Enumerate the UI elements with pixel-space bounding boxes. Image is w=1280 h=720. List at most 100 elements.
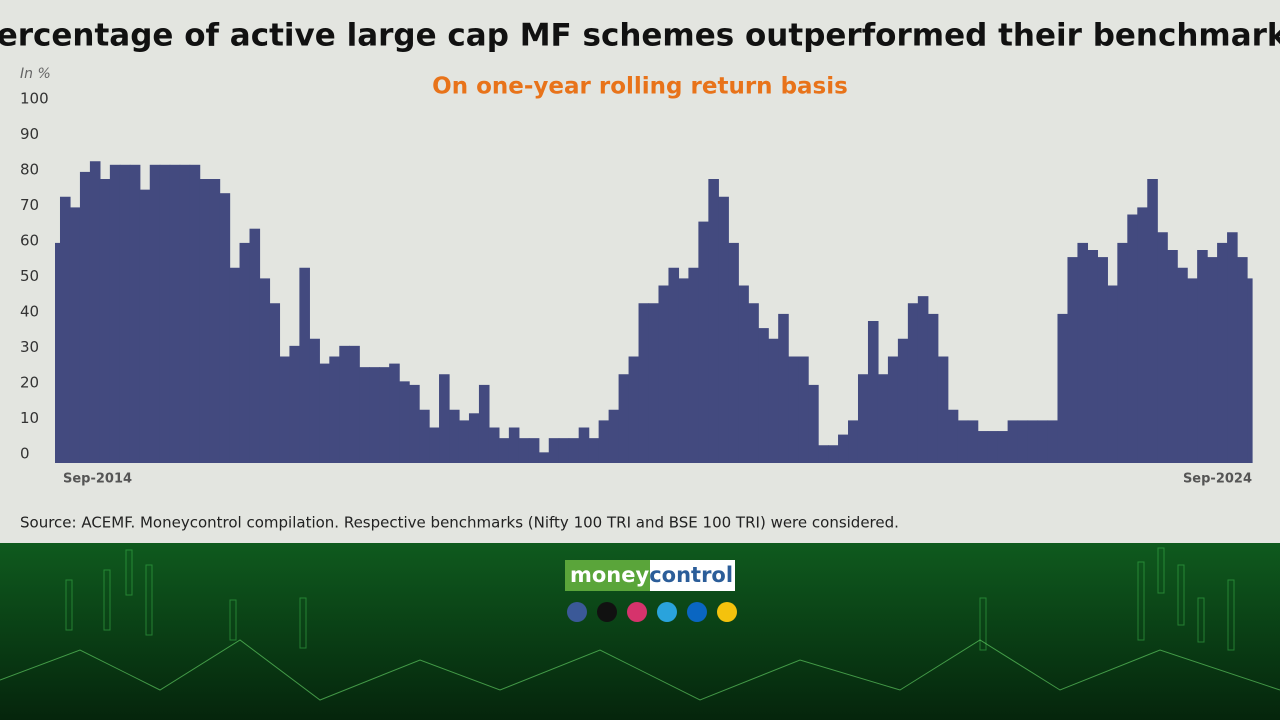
area-segment	[429, 427, 440, 463]
y-tick-label: 60	[20, 232, 39, 250]
area-segment	[658, 285, 670, 463]
area-segment	[518, 438, 530, 463]
area-segment	[488, 427, 500, 463]
y-tick-label: 70	[20, 196, 39, 214]
area-segment	[1097, 257, 1108, 463]
area-segment	[1007, 420, 1019, 463]
area-segment	[957, 420, 969, 463]
area-segment	[678, 278, 690, 463]
area-segment	[738, 285, 749, 463]
area-segment	[778, 313, 789, 463]
area-segment	[1187, 278, 1198, 463]
area-segment	[788, 356, 799, 463]
area-segment	[1247, 278, 1253, 463]
area-segment	[59, 196, 71, 463]
area-segment	[668, 267, 680, 463]
x-tick-label: Sep-2014	[63, 472, 132, 487]
y-tick-label: 90	[20, 125, 39, 143]
area-segment	[409, 384, 420, 463]
area-segment	[478, 384, 490, 463]
icon	[717, 602, 737, 622]
area-segment	[1217, 242, 1228, 463]
area-segment	[139, 189, 151, 463]
area-segment	[1067, 257, 1079, 463]
area-segment	[1117, 242, 1128, 463]
area-segment	[1147, 179, 1158, 463]
area-segment	[698, 221, 709, 463]
area-segment	[69, 207, 81, 463]
y-tick-label: 50	[20, 267, 39, 285]
area-segment	[79, 171, 91, 463]
area-segment	[578, 427, 590, 463]
chart-title: Percentage of active large cap MF scheme…	[0, 18, 1280, 54]
y-tick-label: 0	[20, 445, 30, 463]
icon	[567, 602, 587, 622]
area-segment	[1077, 242, 1089, 463]
area-segment	[439, 374, 450, 463]
area-segment	[259, 278, 271, 463]
area-segment	[688, 267, 699, 463]
area-segment	[867, 321, 879, 463]
y-tick-label: 100	[20, 90, 49, 108]
area-segment	[119, 164, 131, 464]
area-segment	[289, 345, 300, 463]
logo-right	[650, 560, 735, 591]
area-segment	[877, 374, 889, 463]
area-segment	[1197, 250, 1208, 463]
area-segment	[369, 367, 380, 463]
area-segment	[857, 374, 869, 463]
area-segment	[468, 413, 480, 463]
area-segment	[628, 356, 640, 463]
area-segment	[159, 164, 171, 464]
area-segment	[937, 356, 949, 463]
area-segment	[1047, 420, 1059, 463]
area-segment	[309, 338, 320, 463]
social-icons	[567, 602, 737, 622]
area-segment	[638, 303, 650, 463]
area-segment	[1057, 313, 1069, 463]
area-segment	[1107, 285, 1118, 463]
area-segment	[329, 356, 340, 463]
icon	[657, 602, 677, 622]
area-segment	[977, 431, 989, 463]
area-segment	[608, 409, 620, 463]
area-segment	[279, 356, 291, 463]
chart-subtitle: On one-year rolling return basis	[432, 74, 848, 100]
icon	[627, 602, 647, 622]
area-segment	[1157, 232, 1168, 463]
area-segment	[997, 431, 1009, 463]
area-segment	[887, 356, 899, 463]
area-segment	[179, 164, 191, 464]
area-segment	[967, 420, 979, 463]
area-segment	[379, 367, 390, 463]
area-segment	[828, 445, 839, 463]
area-segment	[349, 345, 360, 463]
area-segment	[299, 267, 310, 463]
y-tick-label: 10	[20, 409, 39, 427]
y-tick-label: 30	[20, 338, 39, 356]
area-segment	[1027, 420, 1039, 463]
area-segment	[249, 228, 261, 463]
logo-part: control	[649, 563, 733, 587]
area-segment	[419, 409, 430, 463]
y-tick-label: 20	[20, 374, 39, 392]
area-segment	[189, 164, 201, 464]
area-segment	[808, 384, 819, 463]
area-segment	[947, 409, 959, 463]
area-segment	[548, 438, 560, 463]
area-segment	[728, 242, 739, 463]
area-segment	[848, 420, 859, 463]
area-segment	[1087, 250, 1098, 463]
area-segment	[498, 438, 510, 463]
area-segment	[927, 313, 939, 463]
logo-part: money	[570, 563, 650, 587]
area-segment	[55, 242, 61, 463]
area-segment	[558, 438, 570, 463]
area-segment	[1177, 267, 1188, 463]
area-segment	[568, 438, 580, 463]
area-segment	[917, 296, 929, 463]
area-segment	[109, 164, 121, 464]
area-segment	[319, 363, 330, 463]
area-segment	[648, 303, 660, 463]
